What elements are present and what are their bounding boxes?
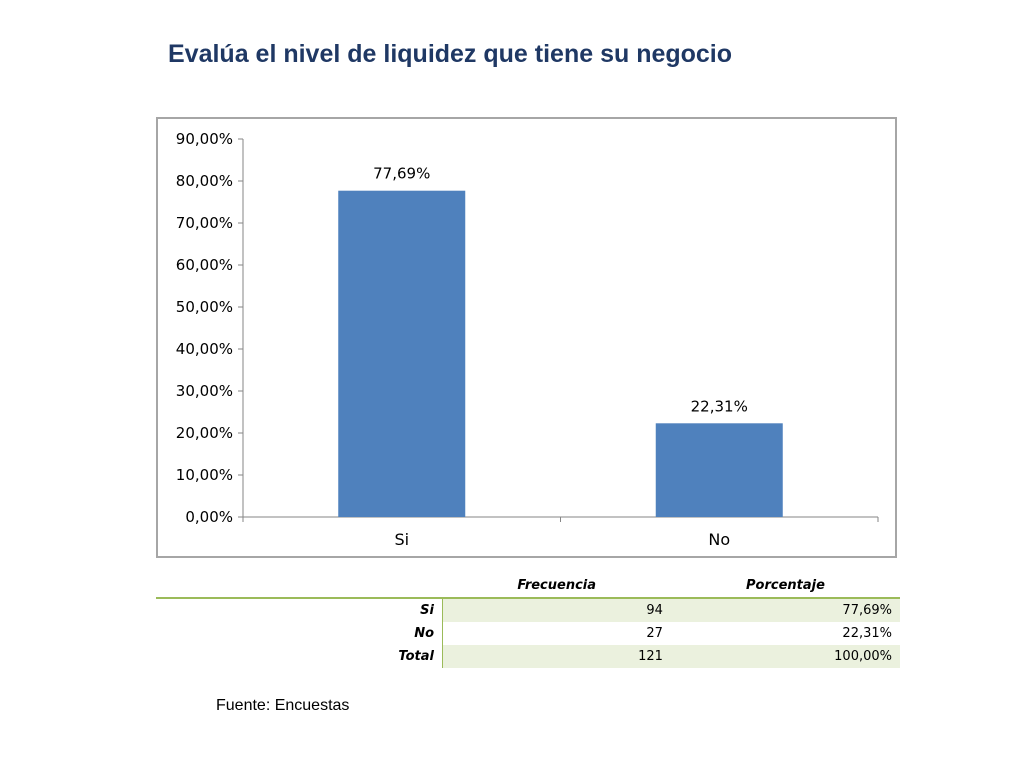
source-note: Fuente: Encuestas [216, 697, 350, 714]
table-corner [156, 574, 443, 598]
y-tick-label: 40,00% [176, 340, 233, 358]
cell-frecuencia: 121 [442, 645, 671, 668]
y-tick-label: 60,00% [176, 256, 233, 274]
y-tick-label: 90,00% [176, 130, 233, 148]
table-row-si: Si 94 77,69% [156, 598, 900, 622]
cell-porcentaje: 22,31% [842, 626, 892, 641]
cell-frecuencia: 27 [646, 626, 663, 641]
y-tick-label: 30,00% [176, 382, 233, 400]
y-tick-label: 80,00% [176, 172, 233, 190]
y-tick-label: 10,00% [176, 466, 233, 484]
y-tick-label: 0,00% [185, 508, 233, 526]
data-label: 77,69% [373, 165, 430, 183]
bar-chart: 0,00% 10,00% 20,00% 30,00% 40,00% 50,00% 60,00… [176, 130, 879, 549]
cell-porcentaje: 77,69% [670, 598, 900, 622]
data-table: Frecuencia Porcentaje Si 94 77,69% No 27… [156, 574, 900, 668]
row-label: Si [156, 598, 443, 622]
header-frecuencia: Frecuencia [517, 578, 597, 593]
header-porcentaje: Porcentaje [746, 578, 825, 593]
x-tick-label: No [708, 530, 730, 549]
y-tick-label: 70,00% [176, 214, 233, 232]
data-label: 22,31% [691, 397, 748, 415]
table-row-no: No 27 22,31% [156, 622, 900, 645]
cell-frecuencia: 94 [442, 598, 671, 622]
y-tick-label: 20,00% [176, 424, 233, 442]
bar-no [655, 423, 783, 517]
table-row-total: Total 121 100,00% [156, 645, 900, 668]
chart-frame: 0,00% 10,00% 20,00% 30,00% 40,00% 50,00% 60,00… [156, 117, 897, 558]
row-label: No [156, 622, 443, 645]
x-tick-label: Si [394, 530, 409, 549]
chart-title: Evalúa el nivel de liquidez que tiene su… [168, 40, 733, 68]
cell-porcentaje: 100,00% [670, 645, 900, 668]
table-header-row: Frecuencia Porcentaje [156, 574, 900, 598]
bar-si [338, 190, 466, 517]
row-label: Total [156, 645, 443, 668]
y-tick-label: 50,00% [176, 298, 233, 316]
